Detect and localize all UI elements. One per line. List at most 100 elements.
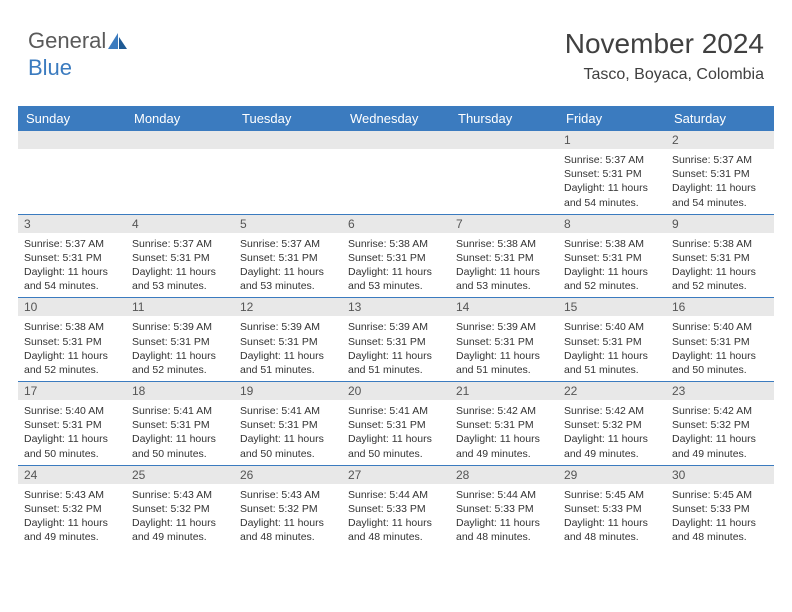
day-number <box>126 131 234 149</box>
sunset-text: Sunset: 5:33 PM <box>672 502 768 516</box>
sunrise-text: Sunrise: 5:42 AM <box>564 404 660 418</box>
sunrise-text: Sunrise: 5:44 AM <box>456 488 552 502</box>
day-number: 20 <box>342 382 450 400</box>
sunset-text: Sunset: 5:31 PM <box>672 251 768 265</box>
calendar-table: Sunday Monday Tuesday Wednesday Thursday… <box>18 106 774 548</box>
daylight-text: Daylight: 11 hours and 50 minutes. <box>348 432 444 460</box>
day-details: Sunrise: 5:37 AMSunset: 5:31 PMDaylight:… <box>18 233 126 298</box>
sunrise-text: Sunrise: 5:43 AM <box>240 488 336 502</box>
sunrise-text: Sunrise: 5:37 AM <box>132 237 228 251</box>
daylight-text: Daylight: 11 hours and 53 minutes. <box>456 265 552 293</box>
sunrise-text: Sunrise: 5:38 AM <box>348 237 444 251</box>
daylight-text: Daylight: 11 hours and 48 minutes. <box>672 516 768 544</box>
day-number <box>450 131 558 149</box>
sunset-text: Sunset: 5:31 PM <box>240 418 336 432</box>
daylight-text: Daylight: 11 hours and 51 minutes. <box>348 349 444 377</box>
sunset-text: Sunset: 5:32 PM <box>564 418 660 432</box>
day-details: Sunrise: 5:40 AMSunset: 5:31 PMDaylight:… <box>666 316 774 381</box>
daylight-text: Daylight: 11 hours and 49 minutes. <box>132 516 228 544</box>
day-number <box>342 131 450 149</box>
day-cell: 29Sunrise: 5:45 AMSunset: 5:33 PMDayligh… <box>558 465 666 548</box>
sunset-text: Sunset: 5:31 PM <box>240 335 336 349</box>
day-cell: 11Sunrise: 5:39 AMSunset: 5:31 PMDayligh… <box>126 298 234 382</box>
sunset-text: Sunset: 5:33 PM <box>456 502 552 516</box>
day-cell: 1Sunrise: 5:37 AMSunset: 5:31 PMDaylight… <box>558 131 666 214</box>
daylight-text: Daylight: 11 hours and 54 minutes. <box>24 265 120 293</box>
day-number: 8 <box>558 215 666 233</box>
week-row: 24Sunrise: 5:43 AMSunset: 5:32 PMDayligh… <box>18 465 774 548</box>
daylight-text: Daylight: 11 hours and 53 minutes. <box>348 265 444 293</box>
daylight-text: Daylight: 11 hours and 51 minutes. <box>564 349 660 377</box>
day-details: Sunrise: 5:43 AMSunset: 5:32 PMDaylight:… <box>126 484 234 549</box>
day-number: 4 <box>126 215 234 233</box>
sunrise-text: Sunrise: 5:41 AM <box>132 404 228 418</box>
day-details: Sunrise: 5:38 AMSunset: 5:31 PMDaylight:… <box>18 316 126 381</box>
day-cell: 6Sunrise: 5:38 AMSunset: 5:31 PMDaylight… <box>342 214 450 298</box>
daylight-text: Daylight: 11 hours and 50 minutes. <box>24 432 120 460</box>
day-cell: 27Sunrise: 5:44 AMSunset: 5:33 PMDayligh… <box>342 465 450 548</box>
sunrise-text: Sunrise: 5:39 AM <box>132 320 228 334</box>
sunset-text: Sunset: 5:31 PM <box>456 251 552 265</box>
day-number <box>18 131 126 149</box>
sunrise-text: Sunrise: 5:40 AM <box>564 320 660 334</box>
day-number: 17 <box>18 382 126 400</box>
daylight-text: Daylight: 11 hours and 52 minutes. <box>24 349 120 377</box>
day-number: 19 <box>234 382 342 400</box>
week-row: 1Sunrise: 5:37 AMSunset: 5:31 PMDaylight… <box>18 131 774 214</box>
day-cell: 5Sunrise: 5:37 AMSunset: 5:31 PMDaylight… <box>234 214 342 298</box>
day-number: 26 <box>234 466 342 484</box>
day-cell <box>18 131 126 214</box>
daylight-text: Daylight: 11 hours and 50 minutes. <box>672 349 768 377</box>
day-number: 10 <box>18 298 126 316</box>
day-details: Sunrise: 5:44 AMSunset: 5:33 PMDaylight:… <box>342 484 450 549</box>
day-details: Sunrise: 5:39 AMSunset: 5:31 PMDaylight:… <box>450 316 558 381</box>
week-row: 10Sunrise: 5:38 AMSunset: 5:31 PMDayligh… <box>18 298 774 382</box>
day-number: 12 <box>234 298 342 316</box>
day-number: 18 <box>126 382 234 400</box>
day-details: Sunrise: 5:38 AMSunset: 5:31 PMDaylight:… <box>342 233 450 298</box>
day-cell: 2Sunrise: 5:37 AMSunset: 5:31 PMDaylight… <box>666 131 774 214</box>
logo-text-1: General <box>28 28 106 53</box>
daylight-text: Daylight: 11 hours and 51 minutes. <box>240 349 336 377</box>
day-details: Sunrise: 5:42 AMSunset: 5:32 PMDaylight:… <box>666 400 774 465</box>
sunrise-text: Sunrise: 5:37 AM <box>240 237 336 251</box>
day-number: 21 <box>450 382 558 400</box>
sunrise-text: Sunrise: 5:39 AM <box>348 320 444 334</box>
day-number: 9 <box>666 215 774 233</box>
sunrise-text: Sunrise: 5:42 AM <box>672 404 768 418</box>
sunset-text: Sunset: 5:32 PM <box>672 418 768 432</box>
day-cell: 18Sunrise: 5:41 AMSunset: 5:31 PMDayligh… <box>126 382 234 466</box>
sunrise-text: Sunrise: 5:39 AM <box>240 320 336 334</box>
day-details: Sunrise: 5:38 AMSunset: 5:31 PMDaylight:… <box>558 233 666 298</box>
day-details: Sunrise: 5:45 AMSunset: 5:33 PMDaylight:… <box>666 484 774 549</box>
daylight-text: Daylight: 11 hours and 53 minutes. <box>240 265 336 293</box>
sunset-text: Sunset: 5:32 PM <box>24 502 120 516</box>
day-number: 25 <box>126 466 234 484</box>
sunrise-text: Sunrise: 5:41 AM <box>240 404 336 418</box>
sunset-text: Sunset: 5:33 PM <box>564 502 660 516</box>
day-number: 30 <box>666 466 774 484</box>
daylight-text: Daylight: 11 hours and 48 minutes. <box>564 516 660 544</box>
sunrise-text: Sunrise: 5:43 AM <box>24 488 120 502</box>
weekday-header: Tuesday <box>234 106 342 131</box>
weekday-header: Saturday <box>666 106 774 131</box>
daylight-text: Daylight: 11 hours and 49 minutes. <box>564 432 660 460</box>
day-cell: 4Sunrise: 5:37 AMSunset: 5:31 PMDaylight… <box>126 214 234 298</box>
sunset-text: Sunset: 5:31 PM <box>132 418 228 432</box>
day-details: Sunrise: 5:37 AMSunset: 5:31 PMDaylight:… <box>126 233 234 298</box>
location: Tasco, Boyaca, Colombia <box>565 66 764 84</box>
daylight-text: Daylight: 11 hours and 48 minutes. <box>456 516 552 544</box>
daylight-text: Daylight: 11 hours and 54 minutes. <box>564 181 660 209</box>
day-details: Sunrise: 5:38 AMSunset: 5:31 PMDaylight:… <box>450 233 558 298</box>
day-cell <box>234 131 342 214</box>
sunset-text: Sunset: 5:31 PM <box>456 418 552 432</box>
daylight-text: Daylight: 11 hours and 49 minutes. <box>456 432 552 460</box>
daylight-text: Daylight: 11 hours and 52 minutes. <box>132 349 228 377</box>
day-number: 28 <box>450 466 558 484</box>
sunset-text: Sunset: 5:31 PM <box>348 418 444 432</box>
sunrise-text: Sunrise: 5:45 AM <box>672 488 768 502</box>
day-cell: 16Sunrise: 5:40 AMSunset: 5:31 PMDayligh… <box>666 298 774 382</box>
day-cell: 21Sunrise: 5:42 AMSunset: 5:31 PMDayligh… <box>450 382 558 466</box>
day-details: Sunrise: 5:38 AMSunset: 5:31 PMDaylight:… <box>666 233 774 298</box>
sunset-text: Sunset: 5:31 PM <box>240 251 336 265</box>
